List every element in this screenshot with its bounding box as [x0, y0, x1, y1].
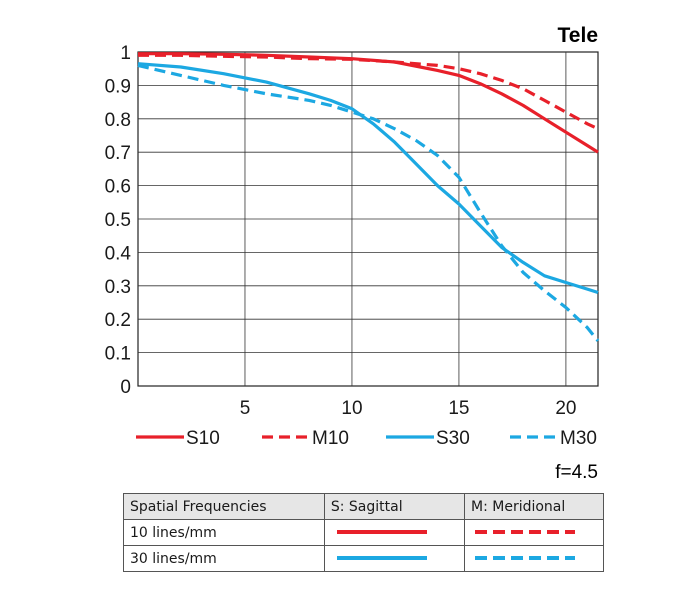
table-header: S: Sagittal — [323, 493, 466, 520]
y-tick-label: 0.2 — [105, 310, 131, 331]
chart-title: Tele — [558, 24, 598, 47]
table-header: Spatial Frequencies — [123, 493, 325, 520]
x-tick-label: 20 — [555, 398, 576, 419]
mtf-chart: 00.10.20.30.40.50.60.70.80.915 10 15 20 Tel… — [105, 24, 600, 483]
aperture-label: f=4.5 — [555, 462, 598, 483]
meridional-30-swatch — [464, 545, 604, 572]
table-row-label: 10 lines/mm — [123, 519, 325, 546]
y-tick-label: 0.9 — [105, 76, 131, 97]
series-line-s30 — [137, 62, 599, 295]
x-tick-label: 10 — [341, 398, 362, 419]
table-header: M: Meridional — [464, 493, 604, 520]
y-tick-label: 0 — [120, 377, 131, 398]
series-line-m10 — [138, 53, 599, 131]
table-row: 10 lines/mm — [123, 519, 604, 546]
meridional-10-swatch — [464, 519, 604, 546]
y-tick-label: 1 — [120, 43, 131, 64]
x-tick-label: 15 — [448, 398, 469, 419]
y-tick-label: 0.3 — [105, 277, 131, 298]
table-header-row: Spatial Frequencies S: Sagittal M: Merid… — [123, 493, 604, 520]
y-tick-label: 0.8 — [105, 110, 131, 131]
y-tick-label: 0.4 — [105, 243, 132, 264]
y-tick-label: 0.5 — [105, 210, 131, 231]
series-line-m30 — [137, 63, 600, 342]
legend-label-s10: S10 — [186, 428, 220, 449]
x-tick-label: 5 — [240, 398, 251, 419]
legend-label-m10: M10 — [312, 428, 349, 449]
sagittal-30-swatch — [323, 545, 466, 572]
series-line-s10 — [138, 52, 599, 154]
table-row: 30 lines/mm — [123, 545, 604, 572]
y-tick-label: 0.7 — [105, 143, 131, 164]
y-tick-label: 0.6 — [105, 177, 131, 198]
sagittal-10-swatch — [323, 519, 466, 546]
legend-label-m30: M30 — [560, 428, 597, 449]
frequency-legend-table: Spatial Frequencies S: Sagittal M: Merid… — [123, 493, 604, 572]
legend-label-s30: S30 — [436, 428, 470, 449]
y-tick-label: 0.1 — [105, 344, 131, 365]
table-row-label: 30 lines/mm — [123, 545, 325, 572]
